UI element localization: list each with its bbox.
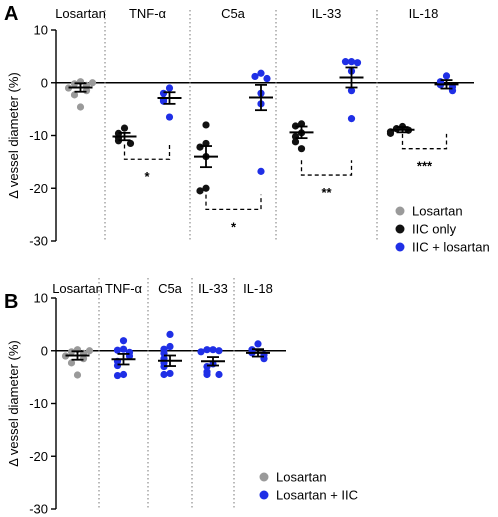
y-tick-label: -20 bbox=[29, 181, 48, 196]
legend-label: IIC only bbox=[412, 222, 457, 237]
y-tick-label: -30 bbox=[29, 502, 48, 517]
data-point bbox=[257, 69, 265, 77]
y-tick-label: -10 bbox=[29, 128, 48, 143]
data-point bbox=[291, 138, 300, 146]
significance-bracket bbox=[205, 194, 262, 210]
data-point bbox=[70, 91, 79, 99]
data-point bbox=[113, 361, 122, 370]
group-label: IL-33 bbox=[312, 6, 342, 21]
data-point bbox=[165, 84, 174, 92]
data-point bbox=[126, 139, 135, 148]
panel-letter: A bbox=[4, 3, 18, 25]
data-point bbox=[88, 79, 97, 87]
data-point bbox=[166, 330, 174, 338]
data-point bbox=[347, 58, 356, 66]
panel-a: A 10 0 -10 -20 -30 Δ vessel diameter (%) Losart… bbox=[4, 3, 490, 255]
data-point bbox=[197, 348, 205, 356]
data-point bbox=[341, 58, 350, 66]
legend-marker bbox=[395, 242, 405, 252]
legend-label: IIC + losartan bbox=[412, 240, 490, 255]
data-point bbox=[263, 74, 271, 83]
data-point bbox=[67, 359, 76, 367]
significance-bracket bbox=[123, 144, 171, 160]
y-tick-label: 10 bbox=[34, 291, 48, 306]
significance-label: * bbox=[231, 219, 237, 234]
data-point bbox=[254, 340, 262, 348]
data-point bbox=[119, 370, 128, 379]
legend-marker bbox=[395, 206, 405, 216]
data-point bbox=[73, 371, 82, 379]
data-point bbox=[202, 184, 210, 192]
data-point bbox=[257, 167, 265, 175]
data-point bbox=[203, 370, 211, 379]
data-point bbox=[76, 103, 85, 111]
y-tick-label: -20 bbox=[29, 449, 48, 464]
y-axis-label: Δ vessel diameter (%) bbox=[6, 72, 21, 198]
group-label: IL-18 bbox=[243, 281, 273, 296]
data-point bbox=[160, 370, 168, 379]
group-label: TNF-α bbox=[105, 281, 143, 296]
significance-label: * bbox=[144, 169, 150, 184]
y-tick-label: 0 bbox=[41, 343, 48, 358]
data-point bbox=[166, 369, 174, 378]
group-label: Losartan bbox=[55, 6, 106, 21]
data-point bbox=[166, 342, 174, 351]
data-point bbox=[203, 346, 211, 354]
significance-label: *** bbox=[417, 159, 433, 174]
y-axis-label: Δ vessel diameter (%) bbox=[6, 340, 21, 466]
data-point bbox=[442, 72, 451, 80]
significance-label: ** bbox=[321, 185, 332, 200]
data-point bbox=[202, 121, 210, 129]
group-label: Losartan bbox=[52, 281, 103, 296]
significance-bracket bbox=[300, 160, 353, 176]
data-point bbox=[165, 113, 174, 121]
data-point bbox=[347, 87, 356, 95]
data-point bbox=[347, 115, 356, 123]
data-point bbox=[209, 346, 217, 354]
y-tick-label: 10 bbox=[34, 23, 48, 38]
legend-label: Losartan bbox=[412, 204, 463, 219]
data-point bbox=[113, 346, 122, 354]
group-label: IL-18 bbox=[409, 6, 439, 21]
data-point bbox=[215, 347, 223, 355]
data-point bbox=[113, 371, 122, 380]
data-point bbox=[386, 129, 395, 137]
data-point bbox=[251, 72, 259, 81]
legend-marker bbox=[259, 472, 269, 482]
group-label: TNF-α bbox=[129, 6, 167, 21]
panel-letter: B bbox=[4, 291, 18, 313]
panel-b: B 10 0 -10 -20 -30 Δ vessel diameter (%) Losart… bbox=[4, 278, 358, 517]
y-tick-label: -30 bbox=[29, 234, 48, 249]
data-point bbox=[196, 143, 204, 151]
data-point bbox=[215, 370, 223, 379]
group-label: IL-33 bbox=[198, 281, 228, 296]
data-point bbox=[120, 124, 129, 132]
group-label: C5a bbox=[158, 281, 183, 296]
y-tick-label: 0 bbox=[41, 75, 48, 90]
legend-label: Losartan + IIC bbox=[276, 488, 358, 503]
significance-bracket bbox=[401, 133, 448, 150]
data-point bbox=[119, 345, 128, 353]
legend-marker bbox=[395, 224, 405, 234]
data-point bbox=[159, 89, 168, 97]
data-point bbox=[85, 347, 94, 355]
y-tick-label: -10 bbox=[29, 396, 48, 411]
data-point bbox=[119, 337, 128, 345]
data-point bbox=[297, 145, 306, 153]
legend-label: Losartan bbox=[276, 470, 327, 485]
data-point bbox=[353, 59, 362, 67]
group-label: C5a bbox=[221, 6, 246, 21]
legend-marker bbox=[259, 490, 269, 500]
data-point bbox=[196, 187, 204, 195]
